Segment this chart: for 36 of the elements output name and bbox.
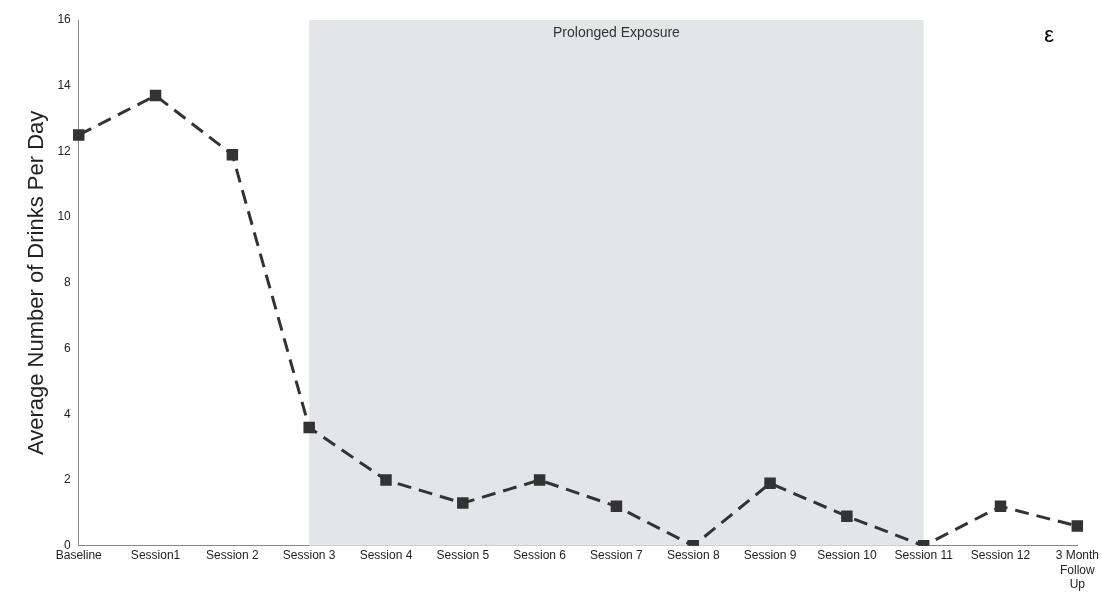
x-tick-label: Session 4 <box>359 548 413 563</box>
point <box>380 474 392 486</box>
x-tick-label: Session 9 <box>743 548 797 563</box>
x-tick-label: Session1 <box>130 548 181 563</box>
y-tick-label: 14 <box>57 78 72 93</box>
x-tick-label: Session 7 <box>590 548 644 563</box>
x-tick-label: Session 12 <box>970 548 1031 563</box>
y-tick-label: 4 <box>64 406 72 421</box>
point <box>149 89 162 102</box>
x-tick-label: Session 5 <box>436 548 490 563</box>
y-tick-label: 12 <box>57 143 72 158</box>
x-tick-label: Session 11 <box>894 548 954 563</box>
y-tick-label: 8 <box>64 275 72 290</box>
y-tick-label: 16 <box>57 12 72 27</box>
point <box>533 474 546 486</box>
y-tick-label: 10 <box>57 209 72 224</box>
y-tick-label: 6 <box>64 340 72 355</box>
point <box>994 500 1007 513</box>
point <box>764 477 776 490</box>
x-tick-label: 3 Month Follow Up <box>1055 548 1099 592</box>
y-axis-title: Average Number of Drinks Per Day <box>23 110 49 456</box>
point <box>226 148 239 161</box>
annotation: ε <box>1044 22 1054 48</box>
x-tick-label: Session 8 <box>666 548 720 563</box>
band-label: Prolonged Exposure <box>553 23 681 40</box>
x-tick-label: Session 10 <box>817 548 877 563</box>
point <box>610 500 623 513</box>
point <box>841 510 853 522</box>
x-tick-label: Session 3 <box>282 548 336 563</box>
point <box>73 129 85 141</box>
point <box>303 421 315 434</box>
point <box>457 497 469 509</box>
x-tick-label: Session 2 <box>206 548 260 563</box>
y-tick-label: 2 <box>64 472 72 487</box>
x-tick-label: Session 6 <box>513 548 567 563</box>
point <box>1071 520 1084 532</box>
